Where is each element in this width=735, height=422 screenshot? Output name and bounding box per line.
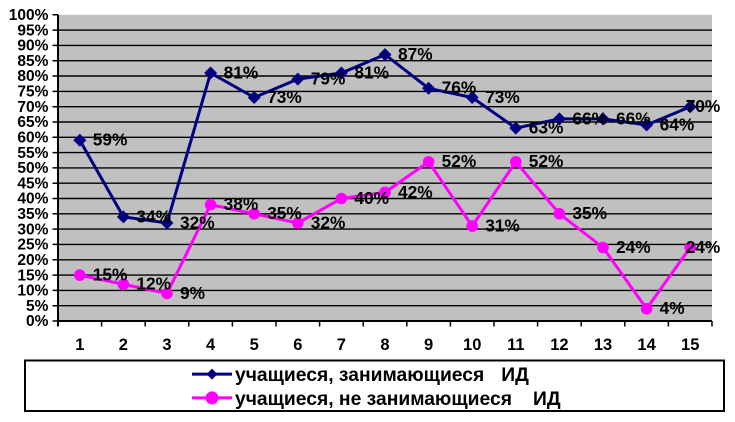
svg-text:52%: 52% <box>442 151 477 171</box>
svg-text:5%: 5% <box>26 298 49 315</box>
svg-text:85%: 85% <box>17 53 48 70</box>
svg-text:63%: 63% <box>529 118 564 138</box>
svg-text:10%: 10% <box>17 283 48 300</box>
svg-text:65%: 65% <box>17 114 48 131</box>
svg-text:7: 7 <box>337 336 346 354</box>
svg-text:55%: 55% <box>17 145 48 162</box>
svg-text:10: 10 <box>463 336 481 354</box>
svg-text:25%: 25% <box>17 237 48 254</box>
svg-text:15: 15 <box>681 336 699 354</box>
svg-text:15%: 15% <box>17 267 48 284</box>
svg-text:13: 13 <box>594 336 612 354</box>
svg-text:66%: 66% <box>572 108 607 128</box>
svg-text:42%: 42% <box>398 182 433 202</box>
svg-text:6: 6 <box>293 336 302 354</box>
svg-text:64%: 64% <box>660 114 695 134</box>
svg-text:9%: 9% <box>180 283 205 303</box>
svg-text:5: 5 <box>250 336 259 354</box>
svg-text:59%: 59% <box>93 130 128 150</box>
svg-text:4%: 4% <box>660 298 685 318</box>
svg-text:14: 14 <box>637 336 656 354</box>
svg-text:66%: 66% <box>616 108 651 128</box>
svg-text:45%: 45% <box>17 175 48 192</box>
svg-text:35%: 35% <box>17 206 48 223</box>
svg-text:11: 11 <box>507 336 524 354</box>
svg-text:80%: 80% <box>17 68 48 85</box>
svg-text:24%: 24% <box>616 237 651 257</box>
svg-text:90%: 90% <box>17 38 48 55</box>
svg-text:73%: 73% <box>267 87 302 107</box>
svg-text:1: 1 <box>75 336 84 354</box>
svg-text:34%: 34% <box>136 206 171 226</box>
svg-text:35%: 35% <box>267 203 302 223</box>
svg-text:4: 4 <box>206 336 216 354</box>
svg-text:24%: 24% <box>686 237 721 257</box>
svg-text:79%: 79% <box>311 69 346 89</box>
svg-text:95%: 95% <box>17 22 48 39</box>
svg-text:81%: 81% <box>354 62 389 82</box>
svg-text:12: 12 <box>550 336 568 354</box>
svg-text:60%: 60% <box>17 130 48 147</box>
svg-text:15%: 15% <box>93 265 128 285</box>
svg-text:32%: 32% <box>311 212 346 232</box>
svg-text:73%: 73% <box>485 87 520 107</box>
svg-text:8: 8 <box>380 336 389 354</box>
svg-text:38%: 38% <box>224 194 259 214</box>
svg-text:0%: 0% <box>26 313 49 330</box>
svg-text:2: 2 <box>119 336 128 354</box>
svg-text:20%: 20% <box>17 252 48 269</box>
svg-text:87%: 87% <box>398 44 433 64</box>
svg-text:75%: 75% <box>17 84 48 101</box>
svg-text:3: 3 <box>162 336 171 354</box>
svg-text:9: 9 <box>424 336 433 354</box>
svg-text:40%: 40% <box>17 191 48 208</box>
svg-text:30%: 30% <box>17 221 48 238</box>
svg-text:35%: 35% <box>572 203 607 223</box>
svg-text:70%: 70% <box>17 99 48 116</box>
svg-text:100%: 100% <box>9 7 49 24</box>
svg-text:40%: 40% <box>354 188 389 208</box>
svg-text:70%: 70% <box>686 96 721 116</box>
svg-text:32%: 32% <box>180 212 215 232</box>
svg-text:50%: 50% <box>17 160 48 177</box>
svg-text:31%: 31% <box>485 216 520 236</box>
svg-text:76%: 76% <box>442 78 477 98</box>
svg-text:12%: 12% <box>136 274 171 294</box>
svg-text:52%: 52% <box>529 151 564 171</box>
svg-text:81%: 81% <box>224 62 259 82</box>
